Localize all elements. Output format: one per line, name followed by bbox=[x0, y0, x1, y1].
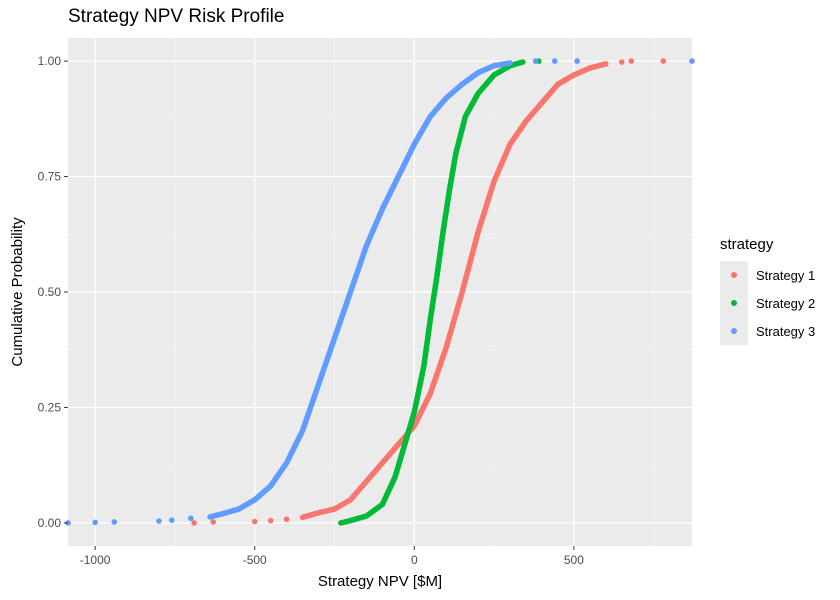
data-point bbox=[574, 58, 580, 64]
legend-dot-icon bbox=[731, 272, 737, 278]
x-tick-label: 0 bbox=[411, 553, 418, 567]
legend-label: Strategy 2 bbox=[756, 295, 816, 311]
data-point bbox=[283, 516, 290, 523]
y-tick-label: 0.75 bbox=[38, 170, 62, 184]
y-axis-ticks: 0.00 0.25 0.50 0.75 1.00 bbox=[38, 54, 68, 530]
legend: strategy Strategy 1 Strategy 2 Strategy … bbox=[720, 236, 815, 345]
data-point bbox=[251, 518, 258, 525]
y-tick-label: 0.25 bbox=[38, 400, 62, 414]
x-axis-title: Strategy NPV [$M] bbox=[318, 573, 442, 590]
legend-dot-icon bbox=[731, 300, 737, 306]
data-point bbox=[660, 58, 667, 64]
y-tick-label: 0.50 bbox=[38, 285, 62, 299]
data-point bbox=[618, 59, 625, 65]
legend-key bbox=[720, 317, 748, 345]
x-tick-label: -1000 bbox=[80, 553, 111, 567]
legend-dot-icon bbox=[731, 328, 737, 334]
legend-item-strategy-1: Strategy 1 bbox=[720, 261, 815, 289]
legend-label: Strategy 1 bbox=[756, 267, 816, 283]
legend-item-strategy-2: Strategy 2 bbox=[720, 289, 815, 317]
data-point bbox=[603, 61, 609, 67]
x-axis-ticks: -1000 -500 0 500 bbox=[80, 546, 584, 567]
y-axis-title: Cumulative Probability bbox=[9, 217, 26, 367]
series-strategy-3 bbox=[65, 58, 695, 526]
legend-key bbox=[720, 289, 748, 317]
legend-item-strategy-3: Strategy 3 bbox=[720, 317, 815, 345]
y-tick-label: 0.00 bbox=[38, 516, 62, 530]
legend-label: Strategy 3 bbox=[756, 323, 816, 339]
x-tick-label: -500 bbox=[243, 553, 267, 567]
chart-title: Strategy NPV Risk Profile bbox=[68, 6, 285, 27]
data-point bbox=[507, 60, 513, 66]
legend-key bbox=[720, 261, 748, 289]
data-point bbox=[210, 519, 217, 525]
data-point bbox=[532, 58, 539, 64]
data-point bbox=[191, 520, 197, 526]
data-point bbox=[551, 58, 558, 64]
series-layer bbox=[65, 58, 695, 526]
data-point bbox=[188, 515, 194, 522]
data-point bbox=[628, 58, 635, 64]
series-strategy-2 bbox=[338, 58, 542, 526]
series-strategy-1 bbox=[191, 58, 667, 526]
legend-title: strategy bbox=[720, 236, 774, 253]
data-point bbox=[689, 58, 695, 64]
data-point bbox=[111, 519, 118, 525]
x-tick-label: 500 bbox=[564, 553, 584, 567]
data-point bbox=[156, 518, 162, 524]
grid-major bbox=[68, 38, 692, 546]
data-point bbox=[168, 517, 175, 523]
data-point bbox=[520, 59, 526, 65]
data-point bbox=[92, 519, 98, 526]
data-point bbox=[267, 517, 274, 524]
y-tick-label: 1.00 bbox=[38, 54, 62, 68]
